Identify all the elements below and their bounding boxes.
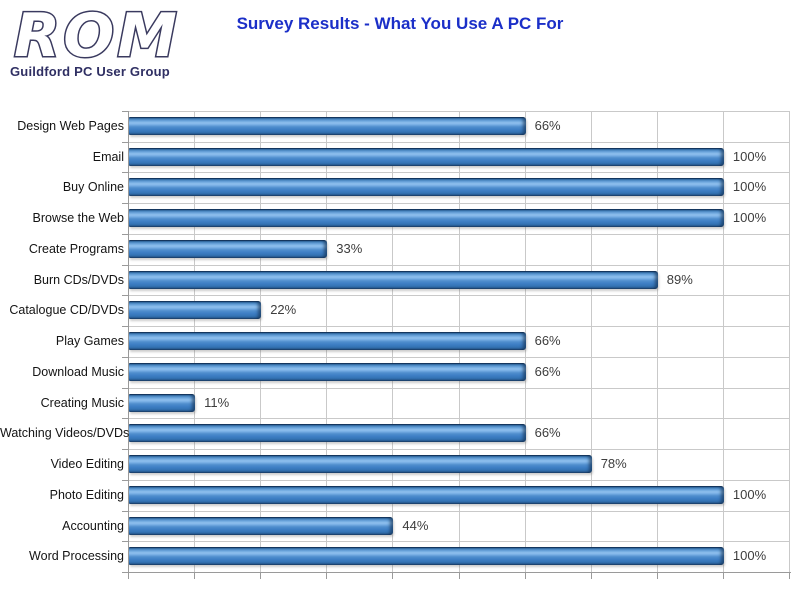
category-label: Burn CDs/DVDs <box>33 272 124 287</box>
category-label: Download Music <box>32 364 124 379</box>
vertical-gridline <box>722 111 724 572</box>
category-label: Photo Editing <box>49 487 124 502</box>
bar <box>129 270 658 289</box>
category-label: Catalogue CD/DVDs <box>9 303 124 318</box>
vertical-gridline <box>656 111 658 572</box>
category-axis-tick <box>122 480 128 481</box>
value-axis-tick <box>789 573 790 579</box>
category-axis-tick <box>122 418 128 419</box>
bar <box>129 455 592 474</box>
logo-subtitle: Guildford PC User Group <box>10 64 170 79</box>
horizontal-gridline <box>129 203 790 204</box>
category-label: Video Editing <box>50 457 124 472</box>
bar <box>129 485 724 504</box>
category-label: Accounting <box>62 518 124 533</box>
category-label: Design Web Pages <box>17 119 124 133</box>
category-label: Buy Online <box>62 180 124 195</box>
value-label: 89% <box>666 271 693 287</box>
value-axis-tick <box>194 573 196 579</box>
value-label: 66% <box>534 363 561 379</box>
horizontal-gridline <box>129 142 790 143</box>
bar <box>129 362 526 381</box>
value-label: 22% <box>270 302 297 318</box>
bar <box>129 424 526 443</box>
value-axis-tick <box>590 573 592 579</box>
category-axis-tick <box>122 326 128 327</box>
horizontal-gridline <box>129 388 790 389</box>
bar <box>129 239 328 258</box>
horizontal-gridline <box>129 172 790 173</box>
bar <box>129 209 724 228</box>
category-axis-line <box>128 111 129 573</box>
bar <box>129 516 394 535</box>
category-label: Watching Videos/DVDs <box>0 426 130 441</box>
bar <box>129 332 526 351</box>
horizontal-gridline <box>129 326 790 327</box>
category-axis-tick <box>122 541 128 542</box>
category-axis-tick <box>122 511 128 512</box>
bar <box>129 547 724 566</box>
category-axis-tick <box>122 265 128 266</box>
value-label: 66% <box>534 425 561 441</box>
bar <box>129 147 724 166</box>
value-label: 100% <box>732 210 767 226</box>
chart-title: Survey Results - What You Use A PC For <box>236 14 564 33</box>
horizontal-gridline <box>129 357 790 358</box>
category-axis-tick <box>122 449 128 450</box>
category-axis-tick <box>122 111 128 112</box>
category-label: Word Processing <box>29 549 124 564</box>
value-axis-tick <box>260 573 262 579</box>
category-axis-tick <box>122 388 128 389</box>
value-axis-tick <box>656 573 658 579</box>
bar <box>129 117 526 135</box>
category-axis-tick <box>122 142 128 143</box>
category-label: Email <box>92 149 124 164</box>
value-axis-tick <box>524 573 526 579</box>
category-label: Play Games <box>55 334 124 349</box>
category-axis-tick <box>122 203 128 204</box>
horizontal-gridline <box>129 511 790 512</box>
bar <box>129 301 262 320</box>
horizontal-gridline <box>129 265 790 266</box>
horizontal-gridline <box>129 111 790 112</box>
horizontal-gridline <box>129 295 790 296</box>
vertical-gridline <box>789 111 790 572</box>
value-label: 78% <box>600 456 627 472</box>
category-axis-tick <box>122 234 128 235</box>
value-label: 100% <box>732 486 767 502</box>
category-axis-tick <box>122 572 128 573</box>
value-axis-tick <box>128 573 129 579</box>
plot-area <box>129 111 790 572</box>
horizontal-gridline <box>129 541 790 542</box>
vertical-gridline <box>590 111 592 572</box>
category-label: Create Programs <box>28 241 124 256</box>
category-axis-tick <box>122 172 128 173</box>
value-label: 100% <box>732 179 767 195</box>
value-label: 100% <box>732 148 767 164</box>
rom-logo-text: ROM <box>14 4 180 68</box>
value-label: 100% <box>732 548 767 564</box>
horizontal-gridline <box>129 234 790 235</box>
horizontal-gridline <box>129 418 790 419</box>
value-axis-tick <box>326 573 328 579</box>
rom-logo: ROM <box>13 4 180 68</box>
value-label: 44% <box>402 517 429 533</box>
bar <box>129 178 724 197</box>
value-axis-tick <box>458 573 460 579</box>
category-axis-tick <box>122 357 128 358</box>
value-label: 66% <box>534 333 561 349</box>
category-label: Creating Music <box>40 395 124 410</box>
category-axis-tick <box>122 295 128 296</box>
horizontal-gridline <box>129 449 790 450</box>
bar <box>129 393 196 412</box>
value-axis-line <box>128 572 791 573</box>
horizontal-gridline <box>129 480 790 481</box>
value-label: 66% <box>534 118 561 133</box>
value-label: 33% <box>336 240 363 256</box>
value-axis-tick <box>722 573 724 579</box>
category-label: Browse the Web <box>32 211 124 226</box>
value-label: 11% <box>204 394 230 410</box>
value-axis-tick <box>392 573 394 579</box>
logo: ROM Guildford PC User Group <box>10 4 220 79</box>
